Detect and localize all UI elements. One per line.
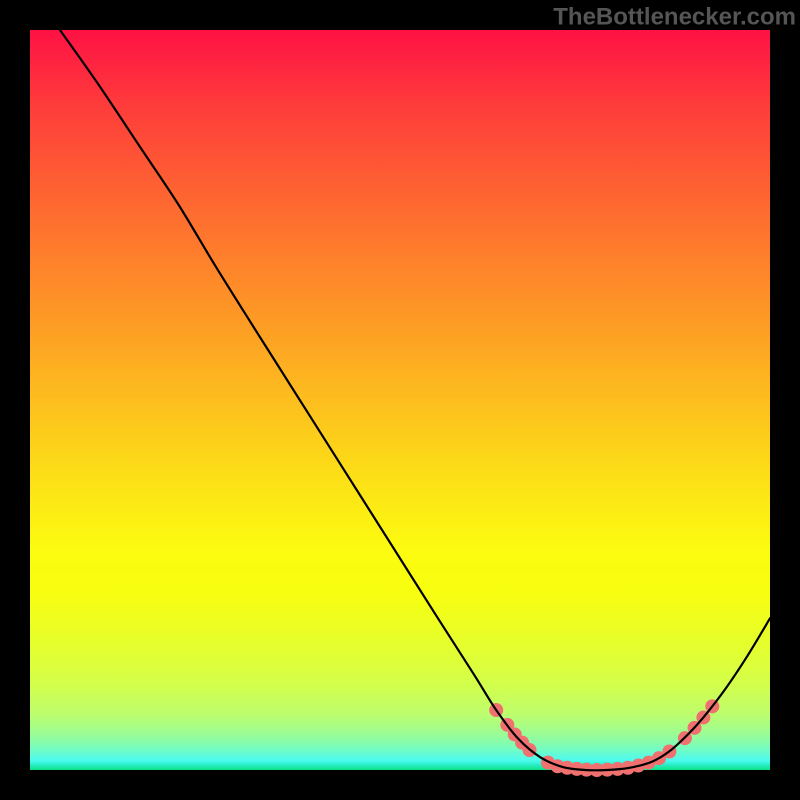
plot-background: [30, 30, 770, 770]
bottleneck-chart: TheBottlenecker.com: [0, 0, 800, 800]
watermark-text: TheBottlenecker.com: [553, 3, 796, 30]
